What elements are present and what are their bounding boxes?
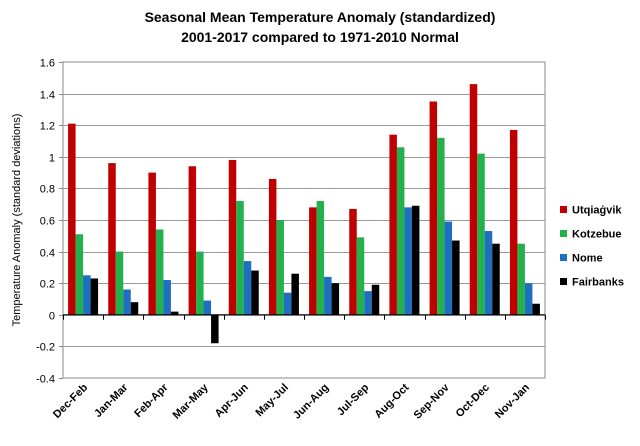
bar-1-jun-aug: [309, 207, 317, 315]
x-axis-ticks: [63, 314, 546, 320]
y-tick-label: 0: [49, 311, 55, 323]
bar-4-sep-nov: [452, 240, 460, 315]
bar-2-dec-feb: [75, 234, 84, 315]
bar-2-jan-mar: [115, 251, 124, 315]
chart-title-line-1: Seasonal Mean Temperature Anomaly (stand…: [145, 9, 496, 25]
legend-label: Fairbanks: [572, 277, 624, 289]
bar-3-may-jul: [283, 292, 292, 315]
legend: Utqiaġvik Kotzebue Nome Fairbanks: [560, 205, 624, 289]
legend-label: Utqiaġvik: [572, 205, 622, 217]
y-tick-label: -0.2: [36, 342, 55, 354]
category-label: Mar-May: [171, 381, 212, 422]
category-label: Feb-Apr: [132, 381, 171, 420]
bar-3-jan-mar: [123, 289, 131, 315]
bar-3-jun-aug: [324, 276, 332, 315]
bar-1-sep-nov: [429, 101, 438, 315]
bar-4-aug-oct: [411, 205, 420, 315]
category-label: Nov-Jan: [493, 381, 532, 420]
legend-swatch: [560, 230, 567, 237]
y-tick-label: 1.2: [40, 121, 55, 133]
legend-label: Nome: [572, 253, 603, 265]
legend-swatch: [560, 278, 567, 285]
grid-lines: [63, 94, 545, 347]
bar-2-apr-jun: [236, 201, 244, 315]
bar-3-oct-dec: [484, 231, 493, 315]
bar-2-jun-aug: [316, 201, 325, 315]
y-tick-label: 0.4: [40, 248, 55, 260]
bar-3-aug-oct: [404, 207, 412, 315]
bar-3-apr-jun: [243, 261, 252, 315]
bar-4-jul-sep: [371, 284, 380, 315]
bar-4-oct-dec: [492, 243, 500, 315]
bar-1-jul-sep: [349, 208, 357, 315]
category-label: Jun-Aug: [291, 382, 331, 422]
bar-1-oct-dec: [469, 84, 478, 315]
bar-2-aug-oct: [396, 147, 405, 315]
bars: [68, 84, 540, 344]
category-label: Jan-Mar: [92, 381, 131, 420]
bar-3-dec-feb: [83, 275, 91, 315]
bar-4-mar-may: [211, 314, 219, 344]
bar-2-may-jul: [276, 220, 284, 315]
category-labels: Dec-Feb Jan-Mar Feb-Apr Mar-May Apr-Jun May-J…: [51, 381, 532, 422]
y-tick-label: 0.2: [40, 279, 55, 291]
bar-2-jul-sep: [356, 237, 365, 315]
bar-1-dec-feb: [68, 123, 76, 315]
chart-title-line-2: 2001-2017 compared to 1971-2010 Normal: [181, 29, 459, 45]
category-label: Jul-Sep: [335, 381, 372, 418]
y-tick-label: 1: [49, 153, 55, 165]
bar-1-may-jul: [268, 178, 277, 315]
bar-2-feb-apr: [155, 229, 164, 315]
y-tick-label: -0.4: [36, 374, 55, 386]
legend-swatch: [560, 206, 567, 213]
bar-2-nov-jan: [517, 243, 525, 315]
bar-3-mar-may: [203, 300, 212, 315]
category-label: Sep-Nov: [412, 381, 453, 422]
bar-3-feb-apr: [163, 280, 171, 315]
bar-1-mar-may: [188, 166, 197, 315]
bar-1-feb-apr: [148, 172, 156, 315]
bar-4-jan-mar: [130, 302, 139, 315]
y-tick-label: 1.4: [40, 90, 55, 102]
bar-3-nov-jan: [524, 283, 533, 315]
legend-label: Kotzebue: [572, 229, 622, 241]
bar-3-jul-sep: [364, 291, 372, 315]
bar-4-apr-jun: [251, 270, 259, 315]
bar-1-apr-jun: [228, 159, 237, 315]
category-label: Dec-Feb: [51, 381, 90, 420]
bar-1-jan-mar: [108, 163, 116, 315]
bar-4-dec-feb: [90, 278, 99, 315]
y-axis-title: Temperature Anomaly (standard deviations…: [11, 114, 23, 327]
bar-2-mar-may: [196, 251, 204, 315]
bar-4-jun-aug: [331, 283, 340, 315]
y-tick-label: 1.6: [40, 58, 55, 70]
bar-1-aug-oct: [389, 134, 397, 315]
bar-2-sep-nov: [437, 137, 445, 315]
y-tick-label: 0.6: [40, 216, 55, 228]
category-label: May-Jul: [254, 382, 291, 419]
category-label: Oct-Dec: [454, 382, 492, 420]
bar-4-may-jul: [291, 273, 299, 315]
bar-1-nov-jan: [509, 129, 518, 315]
category-label: Aug-Oct: [372, 381, 411, 420]
y-axis-ticks: -0.4 -0.2 0 0.2 0.4 0.6 0.8 1 1.2 1.4 1.6: [36, 58, 63, 386]
category-label: Apr-Jun: [213, 381, 251, 419]
bar-3-sep-nov: [444, 221, 453, 315]
bar-4-nov-jan: [532, 303, 540, 315]
bar-4-feb-apr: [170, 311, 179, 315]
bar-2-oct-dec: [477, 153, 485, 315]
y-tick-label: 0.8: [40, 184, 55, 196]
legend-swatch: [560, 254, 567, 261]
